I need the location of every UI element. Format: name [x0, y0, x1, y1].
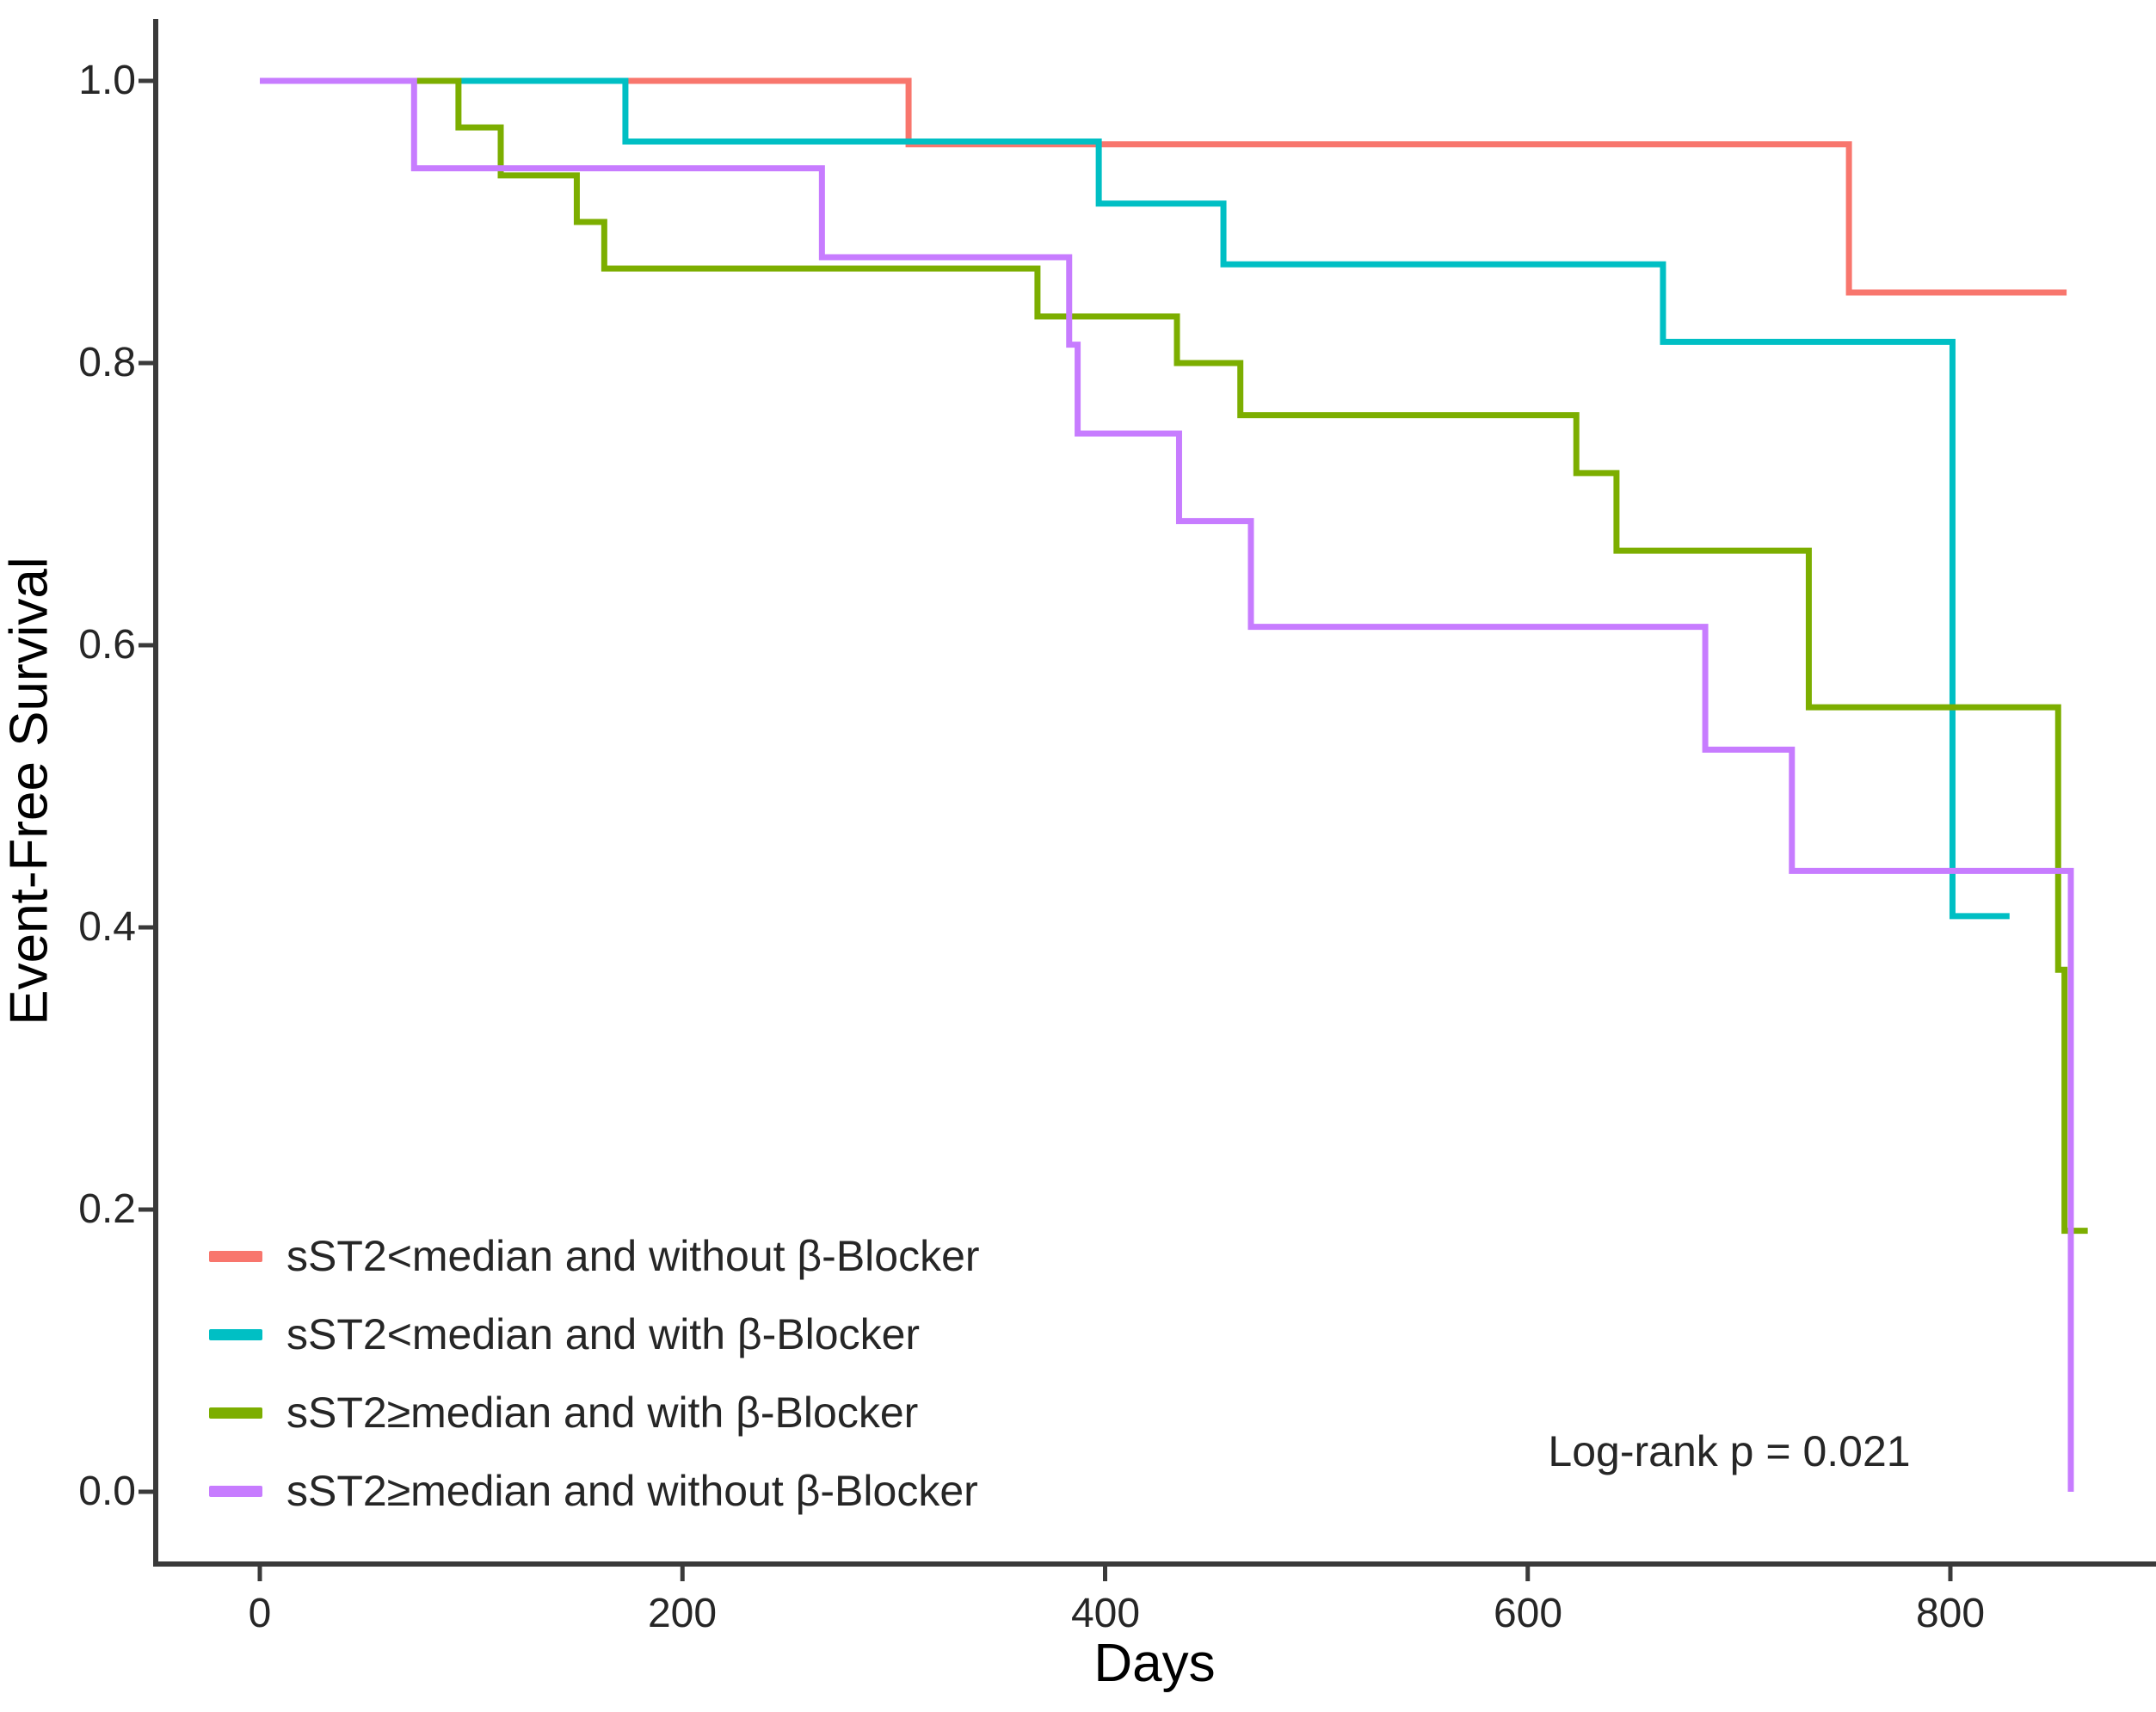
survival-curve-0 [260, 77, 2067, 296]
legend-item-label: sST2<median and without β-Blocker [286, 1232, 980, 1280]
y-tick-label: 1.0 [78, 58, 136, 103]
x-axis-title: Days [1093, 1634, 1216, 1693]
legend-item: sST2<median and without β-Blocker [209, 1230, 980, 1282]
legend-line-swatch [209, 1407, 262, 1419]
legend-item-label: sST2<median and with β-Blocker [286, 1310, 921, 1358]
legend-item: sST2≥median and without β-Blocker [209, 1465, 978, 1517]
x-tick-label: 600 [1493, 1591, 1563, 1636]
survival-curve-3 [260, 77, 2074, 1492]
y-tick-label: 0.0 [78, 1469, 136, 1514]
y-tick-label: 0.8 [78, 340, 136, 385]
legend-item: sST2≥median and with β-Blocker [209, 1387, 918, 1438]
survival-curve-2 [260, 77, 2088, 1235]
curves-layer [260, 77, 2088, 1492]
x-tick-label: 0 [248, 1591, 272, 1636]
legend-item-label: sST2≥median and without β-Blocker [286, 1467, 978, 1515]
survival-curve-1 [260, 77, 2010, 920]
x-tick-label: 800 [1915, 1591, 1986, 1636]
y-tick-label: 0.4 [78, 904, 136, 950]
legend-item-label: sST2≥median and with β-Blocker [286, 1389, 919, 1437]
legend-line-swatch [209, 1328, 262, 1340]
x-tick-label: 200 [647, 1591, 718, 1636]
legend-line-swatch [209, 1250, 262, 1262]
y-tick-label: 0.2 [78, 1186, 136, 1232]
y-tick-label: 0.6 [78, 622, 136, 668]
x-tick-label: 400 [1070, 1591, 1141, 1636]
tick-marks-layer [139, 78, 1953, 1581]
legend-item: sST2<median and with β-Blocker [209, 1309, 920, 1360]
y-axis-title: Event-Free Survival [0, 557, 59, 1025]
log-rank-annotation: Log-rank p = 0.021 [1548, 1427, 1911, 1475]
legend-line-swatch [209, 1485, 262, 1497]
